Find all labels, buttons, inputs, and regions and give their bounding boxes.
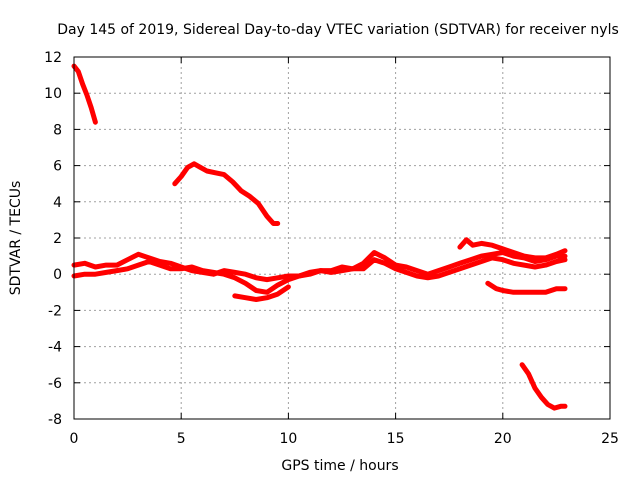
y-tick-label: -4 [48,340,62,356]
tick-labels: 0 5 10 15 20 25 -8 -6 -4 -2 0 2 4 6 8 10 12 [44,50,619,447]
x-tick-label: 10 [279,431,297,447]
x-tick-label: 20 [494,431,512,447]
y-tick-label: 12 [44,50,62,66]
series-arc-8 [519,362,568,411]
series-arc-5 [232,284,291,302]
y-tick-label: 10 [44,86,62,102]
y-tick-label: 0 [53,267,62,283]
series-arc-6 [457,237,568,261]
x-tick-label: 0 [70,431,79,447]
y-tick-label: 8 [53,122,62,138]
y-tick-label: -2 [48,303,62,319]
series-arc-2 [172,161,281,226]
y-tick-label: -6 [48,376,62,392]
y-axis-label: SDTVAR / TECUs [8,181,24,296]
x-tick-label: 25 [601,431,619,447]
series-arc-4 [71,255,568,295]
data-series [71,63,568,411]
chart-title: Day 145 of 2019, Sidereal Day-to-day VTE… [57,22,619,38]
series-arc-1 [71,63,98,125]
y-tick-label: 2 [53,231,62,247]
x-axis-label: GPS time / hours [281,458,398,474]
y-tick-label: -8 [48,412,62,428]
x-tick-label: 15 [387,431,405,447]
y-tick-label: 4 [53,195,62,211]
series-arc-7 [485,280,568,295]
grid-lines [74,57,610,419]
x-tick-label: 5 [177,431,186,447]
plot-frame [73,56,611,420]
y-tick-label: 6 [53,159,62,175]
